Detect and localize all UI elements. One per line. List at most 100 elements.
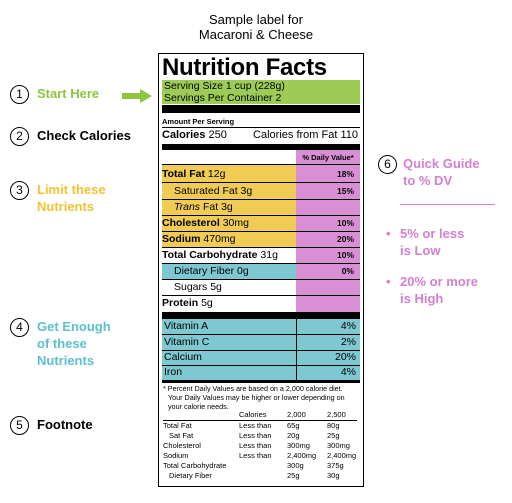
divider xyxy=(162,164,360,165)
divider xyxy=(162,380,360,383)
calories-from-fat: Calories from Fat 110 xyxy=(253,129,358,141)
header-2000: 2,000 xyxy=(287,410,306,419)
divider xyxy=(162,215,360,216)
step-footnote: 5 Footnote xyxy=(10,416,93,435)
vitamin-dv: 2% xyxy=(340,336,356,348)
divider xyxy=(163,420,357,421)
nutrient-amount: 5g xyxy=(210,281,222,293)
vitamin-name: Calcium xyxy=(164,351,202,363)
nutrient-row-cholesterol: Cholesterol 30mg 10% xyxy=(162,216,360,231)
nutrient-dv: 10% xyxy=(336,250,354,260)
divider xyxy=(162,182,360,183)
guide-title-line-1: Quick Guide xyxy=(403,156,480,171)
nutrient-amount: 3g xyxy=(240,185,253,197)
footnote-table-row: Total Fat Less than 65g 80g xyxy=(163,421,361,431)
limit-band xyxy=(162,165,296,247)
nutrient-row-fiber: Dietary Fiber 0g 0% xyxy=(162,264,360,279)
footnote-table-cell: 375g xyxy=(327,461,344,470)
guide-title: Quick Guide to % DV xyxy=(403,155,480,189)
dv-header: % Daily Value* xyxy=(302,153,354,162)
footnote-table-cell: Sodium xyxy=(163,451,189,460)
footnote-table-body: Total Fat Less than 65g 80g Sat Fat Less than… xyxy=(163,421,361,481)
vitamin-name: Iron xyxy=(164,366,183,378)
footnote-table-row: Dietary Fiber 25g 30g xyxy=(163,471,361,481)
footnote-table-row: Cholesterol Less than 300mg 300mg xyxy=(163,441,361,451)
vitamin-row: Vitamin C 2% xyxy=(162,335,360,350)
bullet-icon: • xyxy=(386,226,391,241)
calories-label: Calories xyxy=(162,129,206,141)
vitamin-name: Vitamin A xyxy=(164,320,209,332)
nutrient-name-italic: Trans xyxy=(174,201,201,213)
nutrient-row-protein: Protein 5g xyxy=(162,296,360,311)
footnote-line: Your Daily Values may be higher or lower… xyxy=(168,393,345,402)
footnote-table-cell: Total Fat xyxy=(163,421,192,430)
footnote-table-cell: Dietary Fiber xyxy=(169,471,212,480)
guide-high: • 20% or more is High xyxy=(386,273,478,307)
step-number: 1 xyxy=(10,85,29,104)
caption-line-1: Sample label for xyxy=(209,12,303,27)
divider xyxy=(162,263,360,264)
nutrient-dv: 15% xyxy=(336,186,354,196)
nutrient-amount: 30mg xyxy=(222,217,249,229)
vitamin-dv: 4% xyxy=(340,320,356,332)
footnote-table-cell: 65g xyxy=(287,421,300,430)
nutrient-row-sodium: Sodium 470mg 20% xyxy=(162,232,360,247)
calories-row: Calories 250 Calories from Fat 110 xyxy=(162,129,360,142)
quick-guide: 6 Quick Guide to % DV xyxy=(378,155,480,189)
label-caption: Sample label for Macaroni & Cheese xyxy=(0,12,512,42)
nutrient-dv: 20% xyxy=(336,234,354,244)
footnote-text: * Percent Daily Values are based on a 2,… xyxy=(163,384,359,411)
vitamin-row: Iron 4% xyxy=(162,365,360,380)
step-limit-nutrients: 3 Limit these Nutrients xyxy=(10,181,106,215)
serving-band: Serving Size 1 cup (228g) Servings Per C… xyxy=(162,80,360,104)
footnote-line: your calorie needs. xyxy=(168,402,229,411)
medium-divider xyxy=(162,144,360,150)
divider xyxy=(162,127,360,128)
nutrient-name-rest: Fat xyxy=(200,201,219,213)
footnote-table-cell: Less than xyxy=(239,441,272,450)
step-label-line-2: Nutrients xyxy=(37,199,95,214)
divider xyxy=(162,231,360,232)
footnote-table-cell: Sat Fat xyxy=(169,431,194,440)
footnote-table-cell: 2,400mg xyxy=(287,451,317,460)
divider xyxy=(162,295,360,296)
divider xyxy=(162,199,360,200)
footnote-table: Calories 2,000 2,500 Total Fat Less than 6… xyxy=(163,410,361,480)
nutrient-name: Total Fat xyxy=(162,168,205,180)
vitamin-dv: 4% xyxy=(340,366,356,378)
footnote-table-cell: 300g xyxy=(287,461,304,470)
divider xyxy=(162,365,360,366)
guide-high-line-1: 20% or more xyxy=(400,274,479,289)
footnote-table-cell: Less than xyxy=(239,451,272,460)
nutrient-dv: 10% xyxy=(336,218,354,228)
guide-high-line-2: is High xyxy=(400,291,444,306)
step-number: 2 xyxy=(10,127,29,146)
fiber-band xyxy=(162,264,296,279)
nutrient-name: Saturated Fat xyxy=(174,185,238,197)
nutrient-name: Total Carbohydrate xyxy=(162,249,258,261)
step-label-line-1: Limit these xyxy=(37,182,106,197)
serving-size: Serving Size 1 cup (228g) xyxy=(164,80,285,92)
footnote-table-cell: 300mg xyxy=(287,441,310,450)
footnote-table-cell: 20g xyxy=(287,431,300,440)
footnote-table-cell: 80g xyxy=(327,421,340,430)
nutrient-row-sugars: Sugars 5g xyxy=(162,280,360,295)
nutrient-dv: 0% xyxy=(341,266,354,276)
step-label-line-1: Get Enough xyxy=(37,319,111,334)
step-number: 4 xyxy=(10,318,29,337)
step-number: 5 xyxy=(10,416,29,435)
vitamin-name: Vitamin C xyxy=(164,336,210,348)
step-number: 3 xyxy=(10,181,29,200)
vitamin-dv: 20% xyxy=(334,351,356,363)
nutrient-amount: 3g xyxy=(221,201,233,213)
vitamins-band xyxy=(162,319,360,380)
divider xyxy=(162,334,360,335)
footnote-table-cell: Less than xyxy=(239,431,272,440)
divider xyxy=(162,279,360,280)
footnote-table-cell: 30g xyxy=(327,471,340,480)
step-label: Footnote xyxy=(37,417,93,432)
bullet-icon: • xyxy=(386,274,391,289)
step-get-enough: 4 Get Enough of these Nutrients xyxy=(10,318,111,369)
header-2500: 2,500 xyxy=(327,410,346,419)
footnote-line: * Percent Daily Values are based on a 2,… xyxy=(163,384,343,393)
